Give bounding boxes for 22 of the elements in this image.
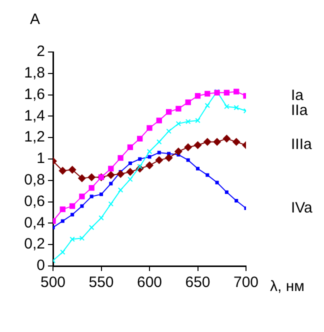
y-tick-label: 1,8 bbox=[24, 64, 45, 82]
x-tick-label: 700 bbox=[233, 274, 259, 292]
y-tick-label: 1,4 bbox=[24, 107, 45, 124]
y-tick-label: 0,8 bbox=[24, 172, 45, 189]
y-tick-label: 1 bbox=[36, 150, 45, 168]
y-tick-label: 1,6 bbox=[24, 86, 45, 103]
text: IIIa bbox=[291, 136, 312, 154]
x-tick-label: 500 bbox=[40, 274, 66, 292]
text: IVa bbox=[291, 199, 314, 216]
y-tick-label: 0 bbox=[36, 257, 45, 274]
x-tick-label: 650 bbox=[185, 274, 210, 292]
y-tick-label: 0,6 bbox=[24, 192, 45, 210]
x-axis-title: λ, нм bbox=[270, 278, 304, 296]
y-tick-label: 0,2 bbox=[24, 236, 45, 253]
text: IIa bbox=[291, 102, 308, 119]
text: Ia bbox=[291, 87, 304, 104]
y-tick-label: 1,2 bbox=[24, 128, 45, 146]
y-tick-label: 0,4 bbox=[24, 214, 45, 232]
x-tick-label: 550 bbox=[88, 274, 114, 292]
y-tick-label: 2 bbox=[36, 43, 45, 60]
x-tick-label: 600 bbox=[136, 274, 162, 292]
y-axis-title: A bbox=[30, 11, 40, 28]
